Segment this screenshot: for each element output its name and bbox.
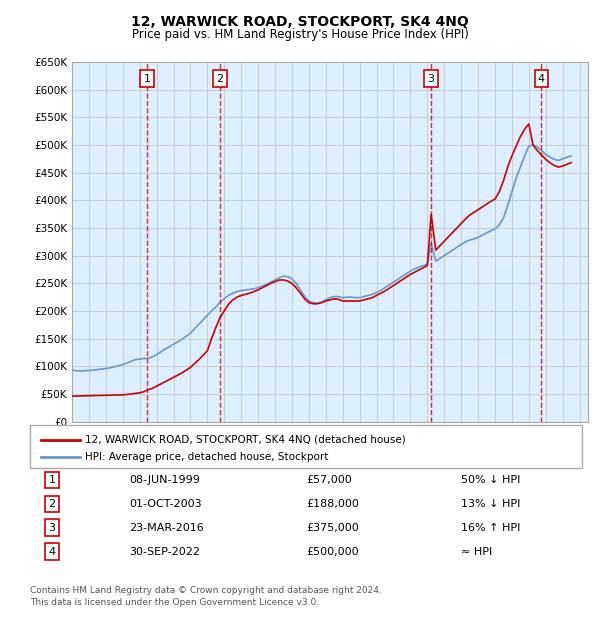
- Text: 1: 1: [49, 475, 56, 485]
- Text: 3: 3: [428, 74, 434, 84]
- Text: This data is licensed under the Open Government Licence v3.0.: This data is licensed under the Open Gov…: [30, 598, 319, 608]
- Text: 3: 3: [49, 523, 56, 533]
- Text: 23-MAR-2016: 23-MAR-2016: [130, 523, 204, 533]
- Text: £375,000: £375,000: [306, 523, 359, 533]
- Text: 12, WARWICK ROAD, STOCKPORT, SK4 4NQ: 12, WARWICK ROAD, STOCKPORT, SK4 4NQ: [131, 16, 469, 30]
- Text: 01-OCT-2003: 01-OCT-2003: [130, 499, 202, 509]
- Text: HPI: Average price, detached house, Stockport: HPI: Average price, detached house, Stoc…: [85, 452, 329, 463]
- Text: 2: 2: [217, 74, 224, 84]
- Text: Contains HM Land Registry data © Crown copyright and database right 2024.: Contains HM Land Registry data © Crown c…: [30, 586, 382, 595]
- Text: 08-JUN-1999: 08-JUN-1999: [130, 475, 200, 485]
- FancyBboxPatch shape: [30, 425, 582, 468]
- Text: 50% ↓ HPI: 50% ↓ HPI: [461, 475, 520, 485]
- Text: 30-SEP-2022: 30-SEP-2022: [130, 547, 200, 557]
- Text: Price paid vs. HM Land Registry's House Price Index (HPI): Price paid vs. HM Land Registry's House …: [131, 28, 469, 41]
- Text: 2: 2: [49, 499, 56, 509]
- Text: 4: 4: [49, 547, 56, 557]
- Text: £188,000: £188,000: [306, 499, 359, 509]
- Text: 16% ↑ HPI: 16% ↑ HPI: [461, 523, 520, 533]
- Text: £500,000: £500,000: [306, 547, 359, 557]
- Text: £57,000: £57,000: [306, 475, 352, 485]
- Text: ≈ HPI: ≈ HPI: [461, 547, 492, 557]
- Text: 13% ↓ HPI: 13% ↓ HPI: [461, 499, 520, 509]
- Text: 1: 1: [143, 74, 151, 84]
- Text: 4: 4: [538, 74, 545, 84]
- Text: 12, WARWICK ROAD, STOCKPORT, SK4 4NQ (detached house): 12, WARWICK ROAD, STOCKPORT, SK4 4NQ (de…: [85, 435, 406, 445]
